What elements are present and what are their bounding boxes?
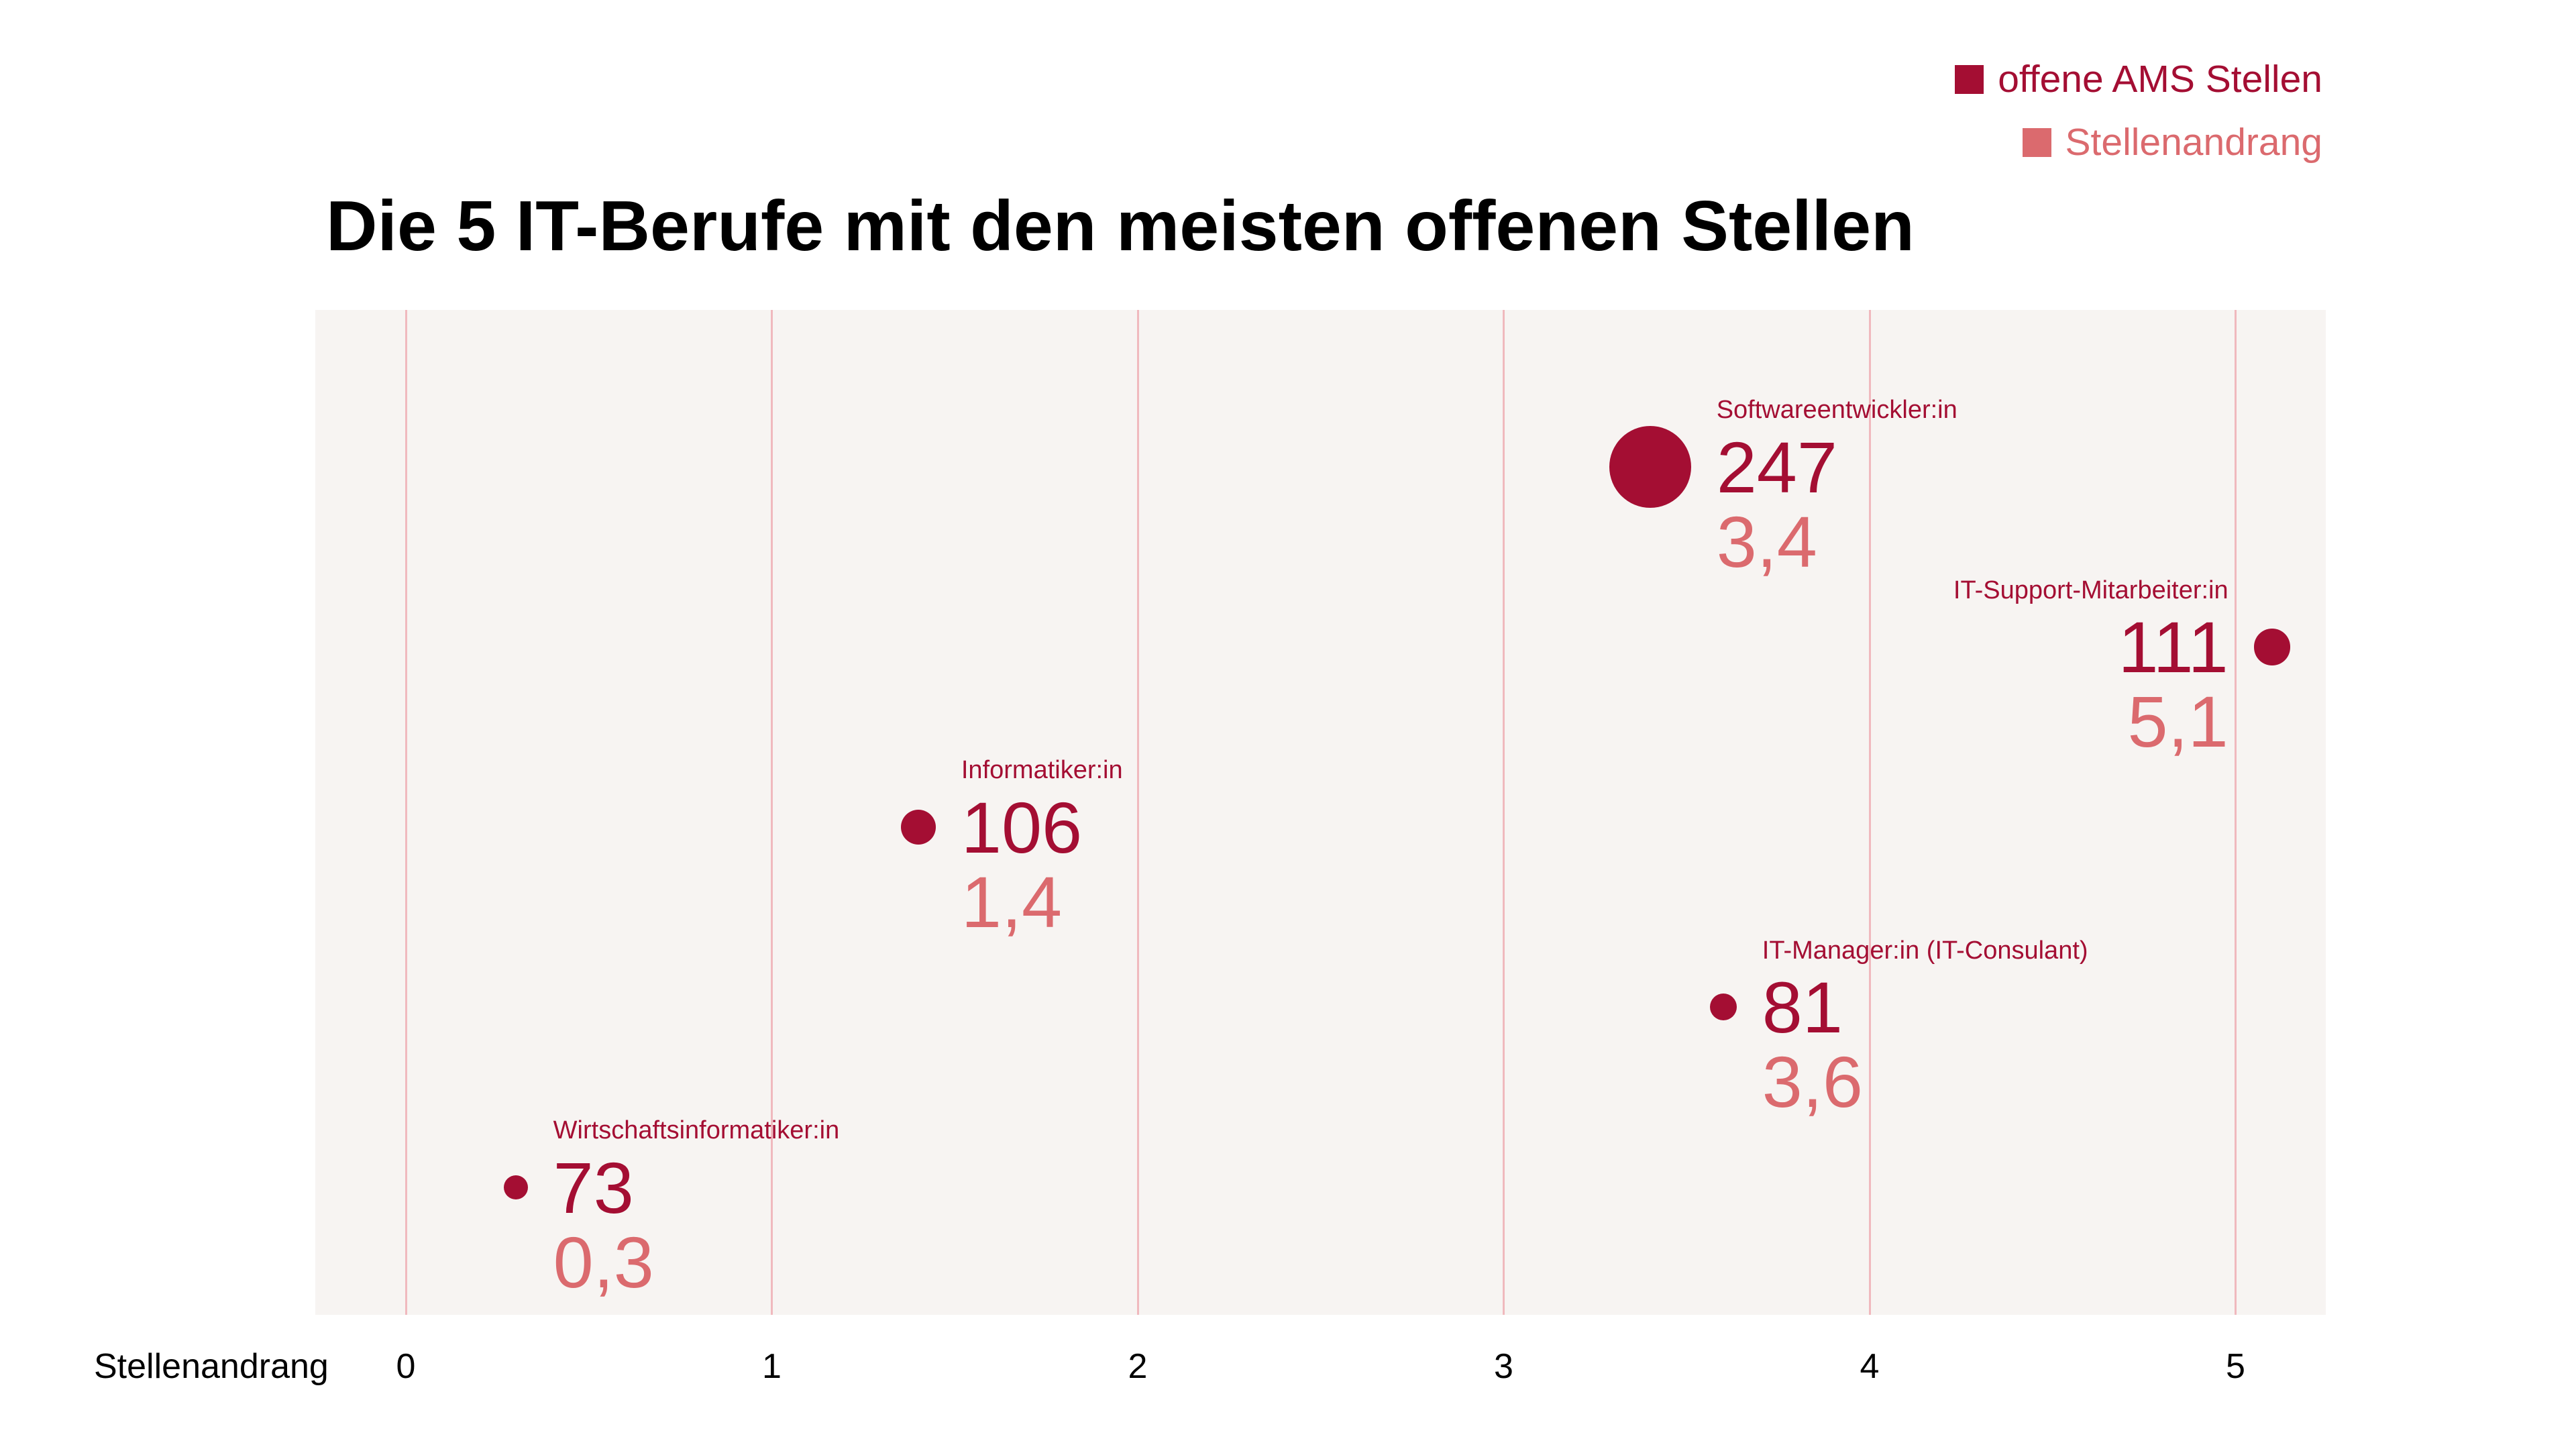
point-label-wirtschaftsinformatiker-in: Wirtschaftsinformatiker:in 73 0,3 bbox=[553, 1116, 840, 1300]
legend-item-stellenandrang: Stellenandrang bbox=[2022, 119, 2322, 165]
gridline-x-1 bbox=[771, 310, 773, 1315]
gridline-x-0 bbox=[405, 310, 407, 1315]
gridline-x-3 bbox=[1503, 310, 1505, 1315]
x-axis-label: Stellenandrang bbox=[94, 1347, 329, 1386]
point-value-stellenandrang: 3,4 bbox=[1716, 500, 1817, 582]
plot-area: Softwareentwickler:in 247 3,4 IT-Support-Mi… bbox=[315, 310, 2326, 1315]
chart-title: Die 5 IT-Berufe mit den meisten offenen … bbox=[326, 186, 1915, 266]
gridline-x-2 bbox=[1136, 310, 1139, 1315]
gridline-x-5 bbox=[2235, 310, 2237, 1315]
point-value-offene-ams-stellen: 247 bbox=[1716, 426, 1837, 508]
point-label-softwareentwickler-in: Softwareentwickler:in 247 3,4 bbox=[1717, 395, 1957, 580]
legend-item-offene-ams-stellen: offene AMS Stellen bbox=[1955, 56, 2322, 102]
legend: offene AMS Stellen Stellenandrang bbox=[1955, 56, 2322, 166]
legend-swatch-offene-ams-stellen bbox=[1955, 64, 1984, 94]
point-label-it-support-mitarbeiter-in: IT-Support-Mitarbeiter:in 111 5,1 bbox=[1953, 576, 2229, 760]
point-name: Informatiker:in bbox=[961, 756, 1123, 784]
point-name: Wirtschaftsinformatiker:in bbox=[553, 1116, 840, 1144]
point-name: IT-Manager:in (IT-Consulant) bbox=[1762, 936, 2088, 965]
bubble-wirtschaftsinformatiker-in bbox=[503, 1175, 528, 1200]
point-value-stellenandrang: 5,1 bbox=[2127, 681, 2229, 763]
x-tick-5: 5 bbox=[2226, 1347, 2245, 1386]
gridline-x-4 bbox=[1868, 310, 1871, 1315]
point-value-stellenandrang: 1,4 bbox=[961, 861, 1063, 943]
point-name: Softwareentwickler:in bbox=[1716, 396, 1957, 424]
x-tick-0: 0 bbox=[396, 1347, 416, 1386]
point-value-stellenandrang: 3,6 bbox=[1762, 1041, 1863, 1123]
x-tick-3: 3 bbox=[1494, 1347, 1513, 1386]
point-value-offene-ams-stellen: 106 bbox=[961, 786, 1083, 868]
x-tick-1: 1 bbox=[762, 1347, 782, 1386]
point-value-offene-ams-stellen: 111 bbox=[2118, 606, 2229, 688]
point-value-offene-ams-stellen: 73 bbox=[553, 1146, 634, 1228]
bubble-it-support-mitarbeiter-in bbox=[2253, 629, 2291, 665]
point-label-informatiker-in: Informatiker:in 106 1,4 bbox=[961, 755, 1123, 940]
point-value-stellenandrang: 0,3 bbox=[553, 1221, 654, 1303]
x-tick-4: 4 bbox=[1860, 1347, 1880, 1386]
point-label-it-manager-in-it-consulant: IT-Manager:in (IT-Consulant) 81 3,6 bbox=[1762, 936, 2088, 1120]
legend-label-offene-ams-stellen: offene AMS Stellen bbox=[1998, 58, 2322, 101]
x-tick-2: 2 bbox=[1128, 1347, 1148, 1386]
legend-swatch-stellenandrang bbox=[2022, 128, 2051, 158]
legend-label-stellenandrang: Stellenandrang bbox=[2065, 121, 2322, 164]
point-name: IT-Support-Mitarbeiter:in bbox=[1953, 576, 2229, 604]
bubble-softwareentwickler-in bbox=[1609, 425, 1691, 508]
point-value-offene-ams-stellen: 81 bbox=[1762, 967, 1843, 1049]
bubble-it-manager-in-it-consulant bbox=[1709, 994, 1737, 1021]
bubble-informatiker-in bbox=[900, 809, 936, 845]
